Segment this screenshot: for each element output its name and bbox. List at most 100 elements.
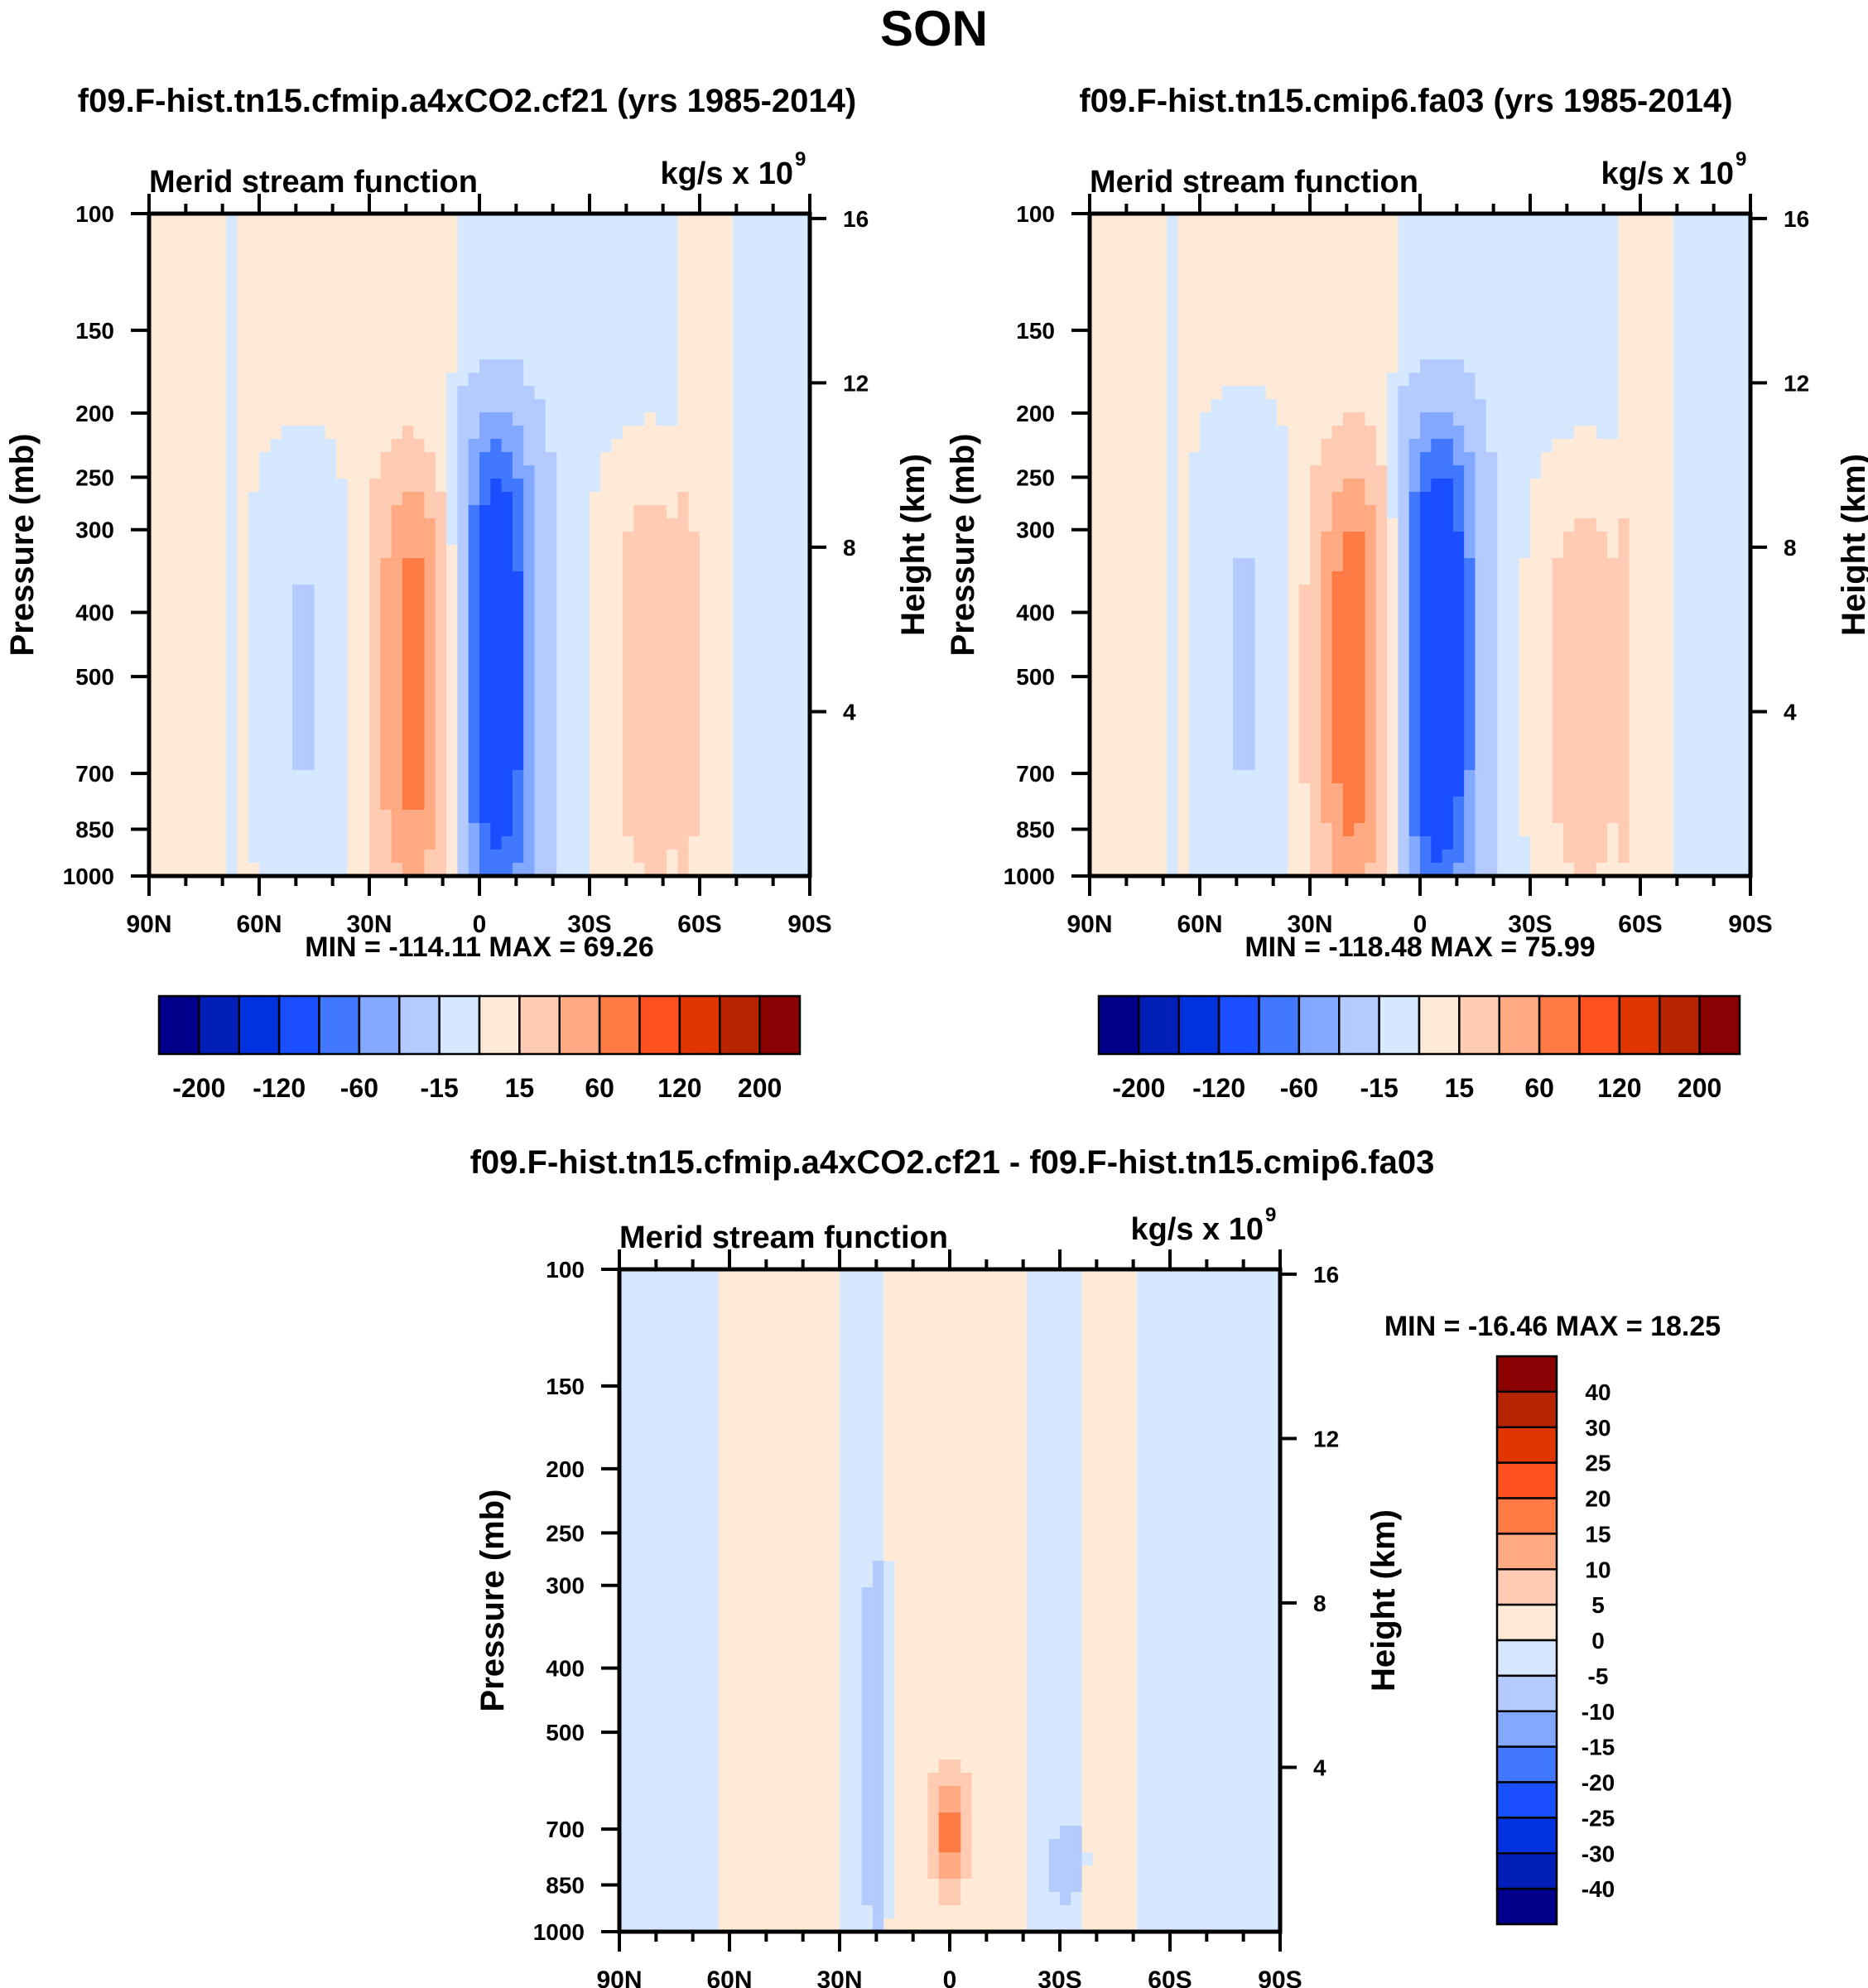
contour-cell <box>1717 240 1729 254</box>
contour-cell <box>501 479 513 493</box>
contour-cell <box>336 426 348 440</box>
contour-cell <box>590 797 601 811</box>
contour-cell <box>193 704 205 718</box>
contour-cell <box>512 426 524 440</box>
contour-cell <box>777 770 788 784</box>
contour-cell <box>1277 280 1288 294</box>
contour-cell <box>291 704 304 718</box>
contour-cell <box>413 399 426 413</box>
contour-cell <box>358 346 370 360</box>
contour-cell <box>1464 253 1476 267</box>
contour-cell <box>600 836 613 850</box>
contour-cell <box>1375 465 1388 479</box>
contour-cell <box>787 850 800 864</box>
contour-cell <box>1552 558 1564 572</box>
contour-cell <box>754 691 767 705</box>
contour-cell <box>291 465 304 479</box>
contour-cell <box>556 664 568 678</box>
contour-cell <box>391 214 403 228</box>
contour-cell <box>798 518 811 532</box>
contour-cell <box>369 691 381 705</box>
contour-cell <box>1365 624 1377 638</box>
contour-cell <box>446 638 458 652</box>
contour-cell <box>369 320 381 334</box>
contour-cell <box>1452 306 1465 320</box>
contour-cell <box>160 492 172 506</box>
contour-cell <box>1662 426 1674 440</box>
contour-cell <box>1221 306 1234 320</box>
contour-cell <box>402 850 414 864</box>
contour-cell <box>413 267 426 281</box>
contour-cell <box>1706 412 1718 426</box>
contour-cell <box>358 717 370 731</box>
contour-cell <box>1618 545 1630 559</box>
contour-cell <box>644 677 657 691</box>
contour-cell <box>479 293 491 307</box>
contour-cell <box>214 492 227 506</box>
contour-cell <box>1541 386 1553 400</box>
contour-cell <box>347 836 359 850</box>
contour-cell <box>325 439 337 453</box>
contour-cell <box>1695 253 1707 267</box>
contour-cell <box>644 412 657 426</box>
contour-cell <box>435 465 447 479</box>
contour-cell <box>369 267 381 281</box>
contour-cell <box>1497 306 1509 320</box>
contour-cell <box>501 598 513 612</box>
contour-cell <box>1167 306 1178 320</box>
contour-cell <box>1485 214 1498 228</box>
contour-cell <box>1342 505 1355 519</box>
contour-cell <box>1298 465 1311 479</box>
contour-cell <box>1508 545 1520 559</box>
contour-cell <box>226 651 238 665</box>
contour-cell <box>1331 293 1344 307</box>
contour-cell <box>171 267 183 281</box>
contour-cell <box>226 346 238 360</box>
contour-cell <box>457 717 469 731</box>
contour-cell <box>1508 240 1520 254</box>
contour-cell <box>1519 426 1531 440</box>
contour-cell <box>744 267 756 281</box>
contour-cell <box>655 280 667 294</box>
contour-cell <box>1188 598 1201 612</box>
contour-cell <box>523 638 536 652</box>
contour-cell <box>248 452 260 466</box>
contour-cell <box>1618 452 1630 466</box>
contour-cell <box>369 227 381 241</box>
contour-cell <box>1398 571 1410 585</box>
contour-cell <box>457 823 469 837</box>
contour-cell <box>578 598 590 612</box>
contour-cell <box>446 691 458 705</box>
contour-cell <box>744 770 756 784</box>
contour-cell <box>1431 426 1443 440</box>
contour-cell <box>248 691 260 705</box>
contour-cell <box>633 479 646 493</box>
contour-cell <box>325 412 337 426</box>
contour-cell <box>1177 320 1190 334</box>
contour-cell <box>149 611 161 625</box>
contour-cell <box>721 439 734 453</box>
contour-cell <box>1442 253 1454 267</box>
contour-cell <box>226 624 238 638</box>
contour-cell <box>677 651 690 665</box>
contour-cell <box>303 823 315 837</box>
contour-cell <box>1155 558 1168 572</box>
contour-cell <box>700 783 711 797</box>
contour-cell <box>181 677 194 691</box>
contour-cell <box>700 638 711 652</box>
contour-cell <box>358 227 370 241</box>
contour-cell <box>754 214 767 228</box>
contour-cell <box>446 253 458 267</box>
contour-cell <box>259 373 271 387</box>
contour-cell <box>1288 518 1300 532</box>
contour-cell <box>1288 240 1300 254</box>
contour-cell <box>655 571 667 585</box>
contour-cell <box>590 479 601 493</box>
contour-cell <box>667 624 678 638</box>
contour-cell <box>600 545 613 559</box>
contour-cell <box>1640 306 1652 320</box>
contour-cell <box>435 598 447 612</box>
contour-cell <box>336 359 348 373</box>
contour-cell <box>369 624 381 638</box>
contour-cell <box>1629 571 1641 585</box>
